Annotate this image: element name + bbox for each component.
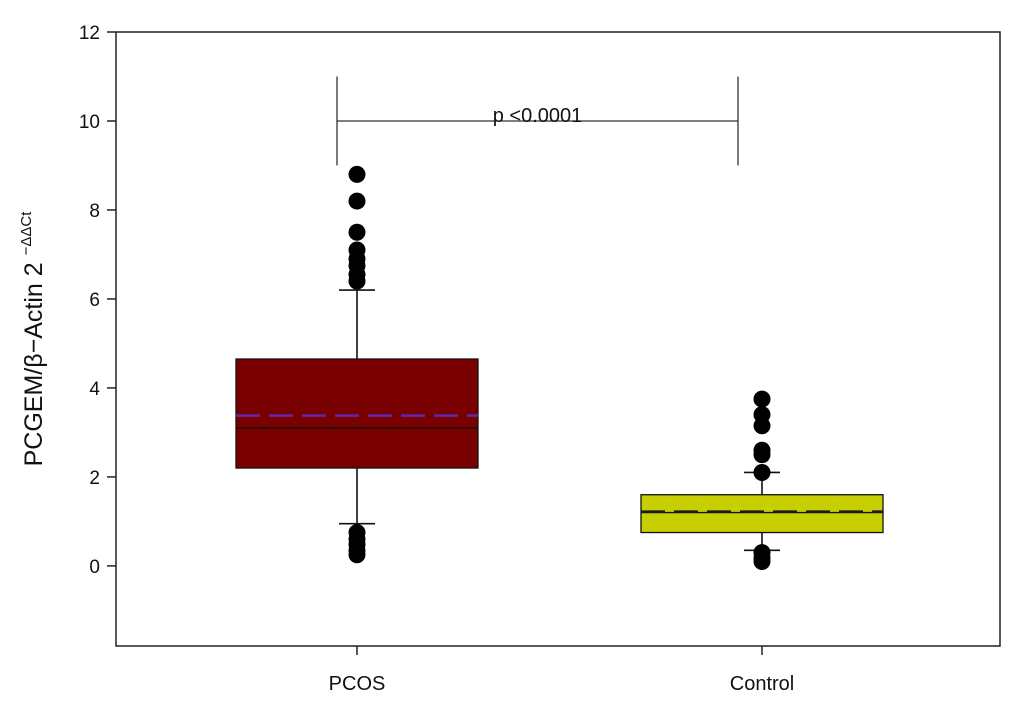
y-tick-label: 2	[89, 468, 100, 489]
outlier-point	[753, 552, 771, 570]
x-axis: PCOS Control	[329, 646, 794, 695]
x-tick-label: Control	[730, 673, 794, 695]
outlier-point	[348, 272, 366, 290]
x-tick-label: PCOS	[329, 673, 386, 695]
outlier-point	[348, 165, 366, 183]
outlier-point	[753, 390, 771, 408]
p-value-label: p <0.0001	[493, 105, 583, 127]
outlier-point	[348, 546, 366, 564]
y-tick-label: 12	[79, 23, 100, 44]
box-iqr	[235, 358, 479, 469]
outlier-point	[348, 223, 366, 241]
plot-frame	[115, 31, 1001, 647]
y-tick-label: 6	[89, 290, 100, 311]
outlier-point	[753, 417, 771, 435]
y-tick-label: 10	[79, 112, 100, 133]
y-tick-label: 4	[89, 379, 100, 400]
y-axis-label: PCGEM/β−Actin 2 −ΔΔCt	[18, 211, 48, 467]
box-control	[640, 390, 884, 570]
y-axis: 0 2 4 6 8 10 12	[79, 23, 116, 578]
box-pcos	[235, 165, 479, 564]
significance-annotation: p <0.0001	[336, 76, 739, 166]
y-axis-label-superscript: −ΔΔCt	[18, 211, 35, 256]
y-tick-label: 0	[89, 557, 100, 578]
y-axis-label-main: PCGEM/β−Actin 2	[20, 262, 48, 466]
y-tick-label: 8	[89, 201, 100, 222]
box-iqr	[640, 494, 884, 534]
outlier-point	[348, 192, 366, 210]
outlier-point	[753, 463, 771, 481]
outlier-point	[753, 446, 771, 464]
box-series	[235, 165, 884, 570]
